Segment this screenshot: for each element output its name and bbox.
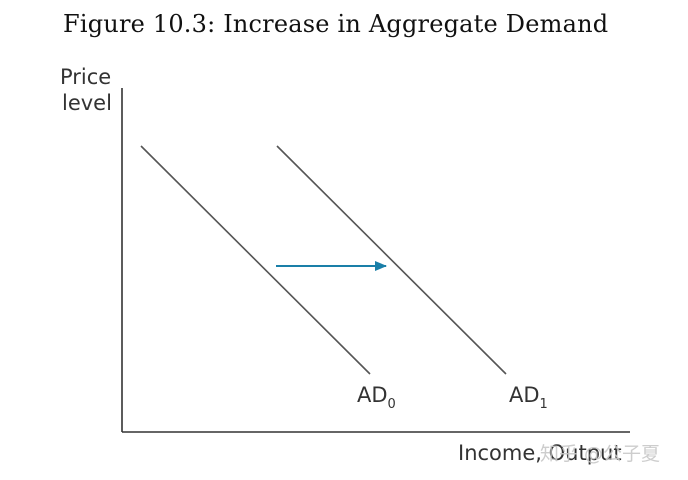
y-axis-label-line2: level [62,91,112,115]
ad0-label-name: AD [357,383,388,407]
ad0-label: AD0 [357,383,396,412]
ad1-label: AD1 [509,383,548,412]
ad1-curve [276,145,507,375]
watermark: 知乎 @公子夏 [540,443,660,465]
y-axis-label-line1: Price [60,65,111,89]
ad1-label-subscript: 1 [540,397,548,412]
ad0-label-subscript: 0 [388,397,396,412]
ad0-curve [140,145,371,375]
figure-title: Figure 10.3: Increase in Aggregate Deman… [63,10,609,38]
ad1-label-name: AD [509,383,540,407]
x-axis-label: Income, Output [458,441,622,465]
